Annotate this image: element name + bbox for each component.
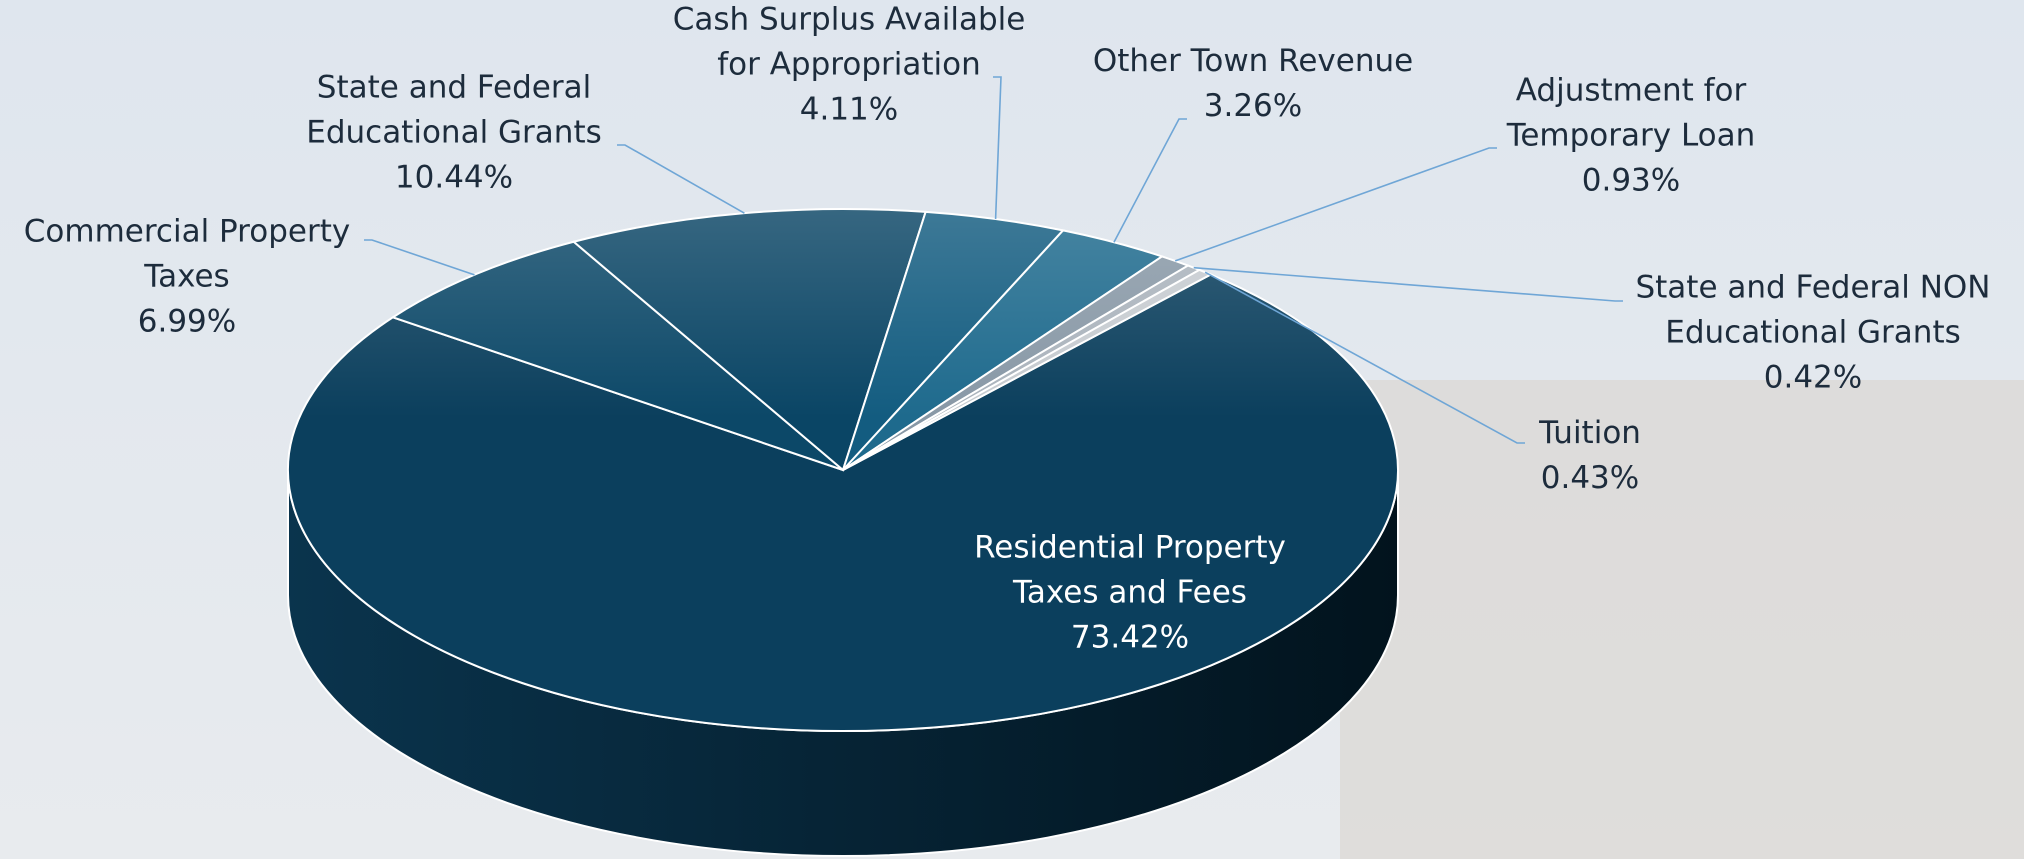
data-label: Residential Property Taxes and Fees 73.42… — [960, 526, 1300, 661]
category-label: Adjustment for Temporary Loan — [1506, 72, 1756, 154]
category-label: State and Federal NON Educational Grants — [1635, 269, 1991, 351]
value-label: 0.42% — [1763, 359, 1863, 396]
value-label: 0.43% — [1540, 460, 1640, 496]
leader-line — [617, 144, 745, 214]
leader-line — [364, 239, 475, 276]
leader-line — [1204, 271, 1525, 444]
data-label: State and Federal Educational Grants 10.4… — [249, 66, 659, 201]
data-label: Tuition 0.43% — [1490, 411, 1690, 501]
value-label: 4.11% — [799, 91, 899, 128]
value-label: 6.99% — [137, 303, 237, 340]
category-label: Tuition — [1539, 415, 1641, 451]
data-label: Cash Surplus Available for Appropriation… — [654, 0, 1044, 133]
data-label: State and Federal NON Educational Grants… — [1618, 266, 2008, 401]
background-building — [1340, 380, 2024, 859]
data-label: Commercial Property Taxes 6.99% — [7, 210, 367, 345]
data-label: Adjustment for Temporary Loan 0.93% — [1491, 69, 1771, 204]
category-label: Other Town Revenue — [1092, 43, 1414, 79]
data-label: Other Town Revenue 3.26% — [1063, 39, 1443, 129]
category-label: Commercial Property Taxes — [23, 213, 351, 295]
value-label: 0.93% — [1581, 162, 1681, 199]
category-label: Cash Surplus Available for Appropriation — [672, 1, 1026, 83]
value-label: 73.42% — [1070, 619, 1190, 656]
category-label: Residential Property Taxes and Fees — [974, 529, 1286, 611]
leader-line — [1113, 118, 1187, 243]
leader-line — [1193, 266, 1623, 302]
leader-line — [1174, 147, 1497, 262]
value-label: 10.44% — [394, 159, 514, 196]
leader-line — [993, 76, 1002, 220]
category-label: State and Federal Educational Grants — [306, 69, 602, 151]
value-label: 3.26% — [1203, 88, 1303, 124]
